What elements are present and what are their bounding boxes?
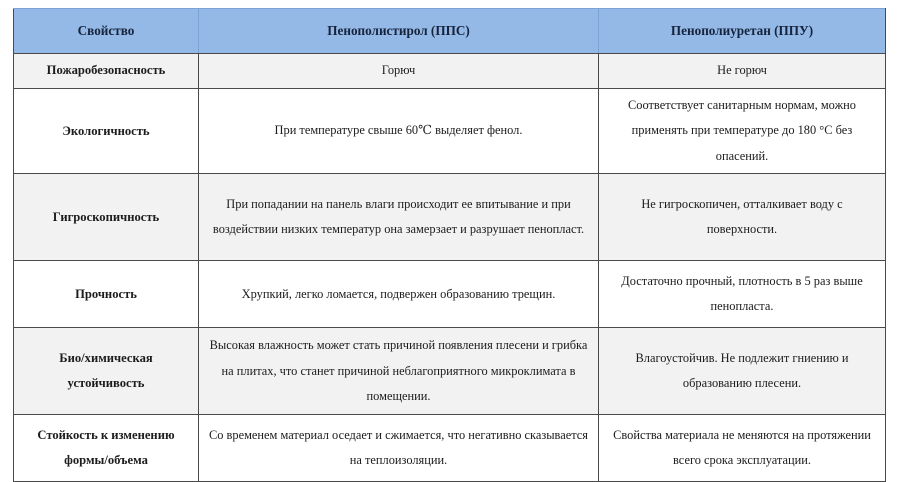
column-header-ppu: Пенополиуретан (ППУ) (598, 8, 886, 54)
row-pps-value: При попадании на панель влаги происходит… (198, 173, 599, 262)
row-ppu-value: Влагоустойчив. Не подлежит гниению и обр… (598, 327, 886, 416)
row-pps-value: Высокая влажность может стать причиной п… (198, 327, 599, 416)
row-ppu-value: Соответствует санитарным нормам, можно п… (598, 87, 886, 175)
table-header: Свойство Пенополистирол (ППС) Пенополиур… (13, 8, 886, 54)
row-property-label: Био/химическая устойчивость (13, 327, 199, 416)
row-pps-value: Горюч (198, 53, 599, 89)
row-ppu-value: Достаточно прочный, плотность в 5 раз вы… (598, 260, 886, 329)
table-row: Прочность Хрупкий, легко ломается, подве… (13, 260, 886, 329)
table-row: Экологичность При температуре свыше 60℃ … (13, 87, 886, 175)
row-ppu-value: Не горюч (598, 53, 886, 89)
table-row: Био/химическая устойчивость Высокая влаж… (13, 327, 886, 416)
table-row: Пожаробезопасность Горюч Не горюч (13, 53, 886, 89)
comparison-table: Свойство Пенополистирол (ППС) Пенополиур… (13, 8, 886, 482)
row-property-label: Гигроскопичность (13, 173, 199, 262)
column-header-pps: Пенополистирол (ППС) (198, 8, 599, 54)
table-row: Стойкость к изменению формы/объема Со вр… (13, 414, 886, 482)
table-row: Гигроскопичность При попадании на панель… (13, 173, 886, 262)
column-header-property: Свойство (13, 8, 199, 54)
table-body: Пожаробезопасность Горюч Не горюч Эколог… (13, 53, 886, 482)
row-property-label: Прочность (13, 260, 199, 329)
row-property-label: Пожаробезопасность (13, 53, 199, 89)
header-row: Свойство Пенополистирол (ППС) Пенополиур… (13, 8, 886, 54)
row-property-label: Экологичность (13, 87, 199, 175)
row-pps-value: Со временем материал оседает и сжимается… (198, 414, 599, 482)
row-ppu-value: Не гигроскопичен, отталкивает воду с пов… (598, 173, 886, 262)
row-ppu-value: Свойства материала не меняются на протяж… (598, 414, 886, 482)
row-pps-value: Хрупкий, легко ломается, подвержен образ… (198, 260, 599, 329)
row-property-label: Стойкость к изменению формы/объема (13, 414, 199, 482)
row-pps-value: При температуре свыше 60℃ выделяет фенол… (198, 87, 599, 175)
